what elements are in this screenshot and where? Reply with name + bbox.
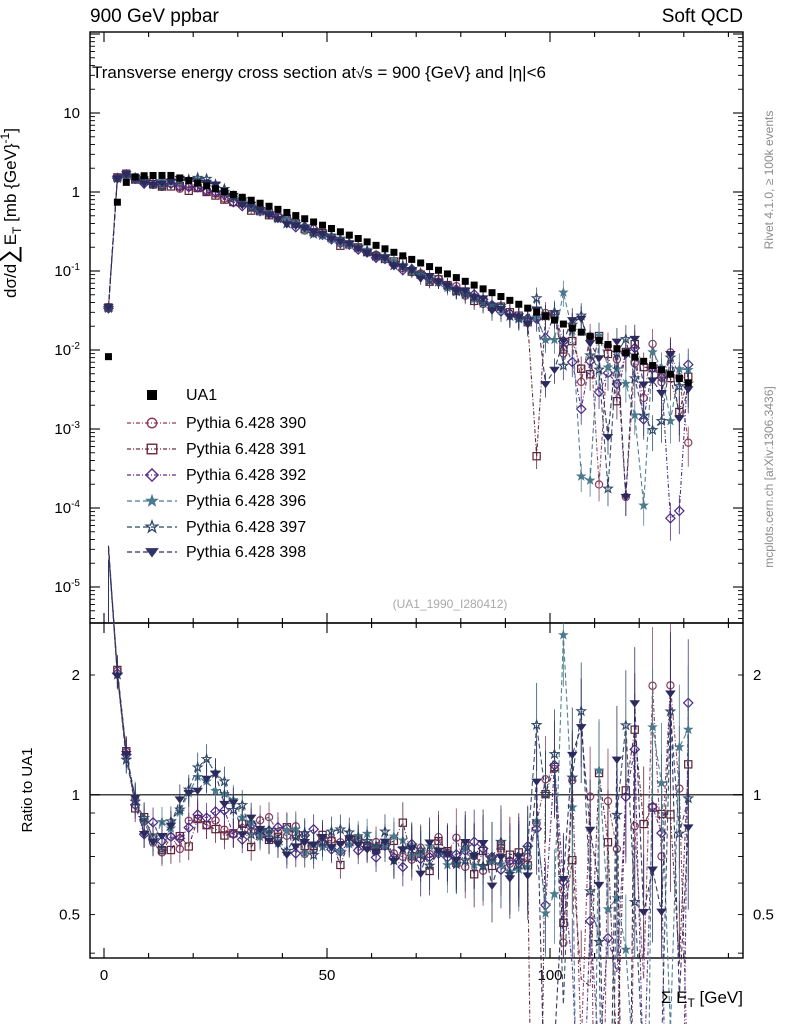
svg-text:Pythia 6.428 398: Pythia 6.428 398	[186, 544, 306, 561]
svg-text:10: 10	[63, 105, 80, 122]
svg-text:1: 1	[72, 184, 80, 201]
svg-text:Ratio to UA1: Ratio to UA1	[19, 747, 36, 832]
svg-text:1: 1	[72, 787, 80, 804]
svg-text:Pythia 6.428 392: Pythia 6.428 392	[186, 467, 306, 484]
svg-text:Pythia 6.428 396: Pythia 6.428 396	[186, 493, 306, 510]
svg-text:Rivet 4.1.0, ≥ 100k events: Rivet 4.1.0, ≥ 100k events	[762, 111, 776, 250]
svg-text:Pythia 6.428 391: Pythia 6.428 391	[186, 441, 306, 458]
svg-text:50: 50	[319, 967, 336, 984]
svg-text:Pythia 6.428 390: Pythia 6.428 390	[186, 415, 306, 432]
svg-text:UA1: UA1	[186, 387, 217, 404]
svg-text:Pythia 6.428 397: Pythia 6.428 397	[186, 519, 306, 536]
svg-text:2: 2	[753, 667, 761, 684]
svg-text:(UA1_1990_I280412): (UA1_1990_I280412)	[393, 597, 508, 611]
svg-text:Soft QCD: Soft QCD	[662, 6, 743, 27]
svg-text:2: 2	[72, 667, 80, 684]
svg-text:900 GeV ppbar: 900 GeV ppbar	[90, 6, 220, 27]
svg-text:1: 1	[753, 787, 761, 804]
svg-text:Σ ET [GeV]: Σ ET [GeV]	[661, 988, 743, 1010]
svg-text:0.5: 0.5	[753, 907, 774, 924]
svg-text:0.5: 0.5	[59, 907, 80, 924]
svg-text:Transverse energy cross sectio: Transverse energy cross section at√s = 9…	[92, 63, 546, 82]
svg-text:mcplots.cern.ch [arXiv:1306.34: mcplots.cern.ch [arXiv:1306.3436]	[762, 386, 776, 567]
svg-text:0: 0	[100, 967, 108, 984]
